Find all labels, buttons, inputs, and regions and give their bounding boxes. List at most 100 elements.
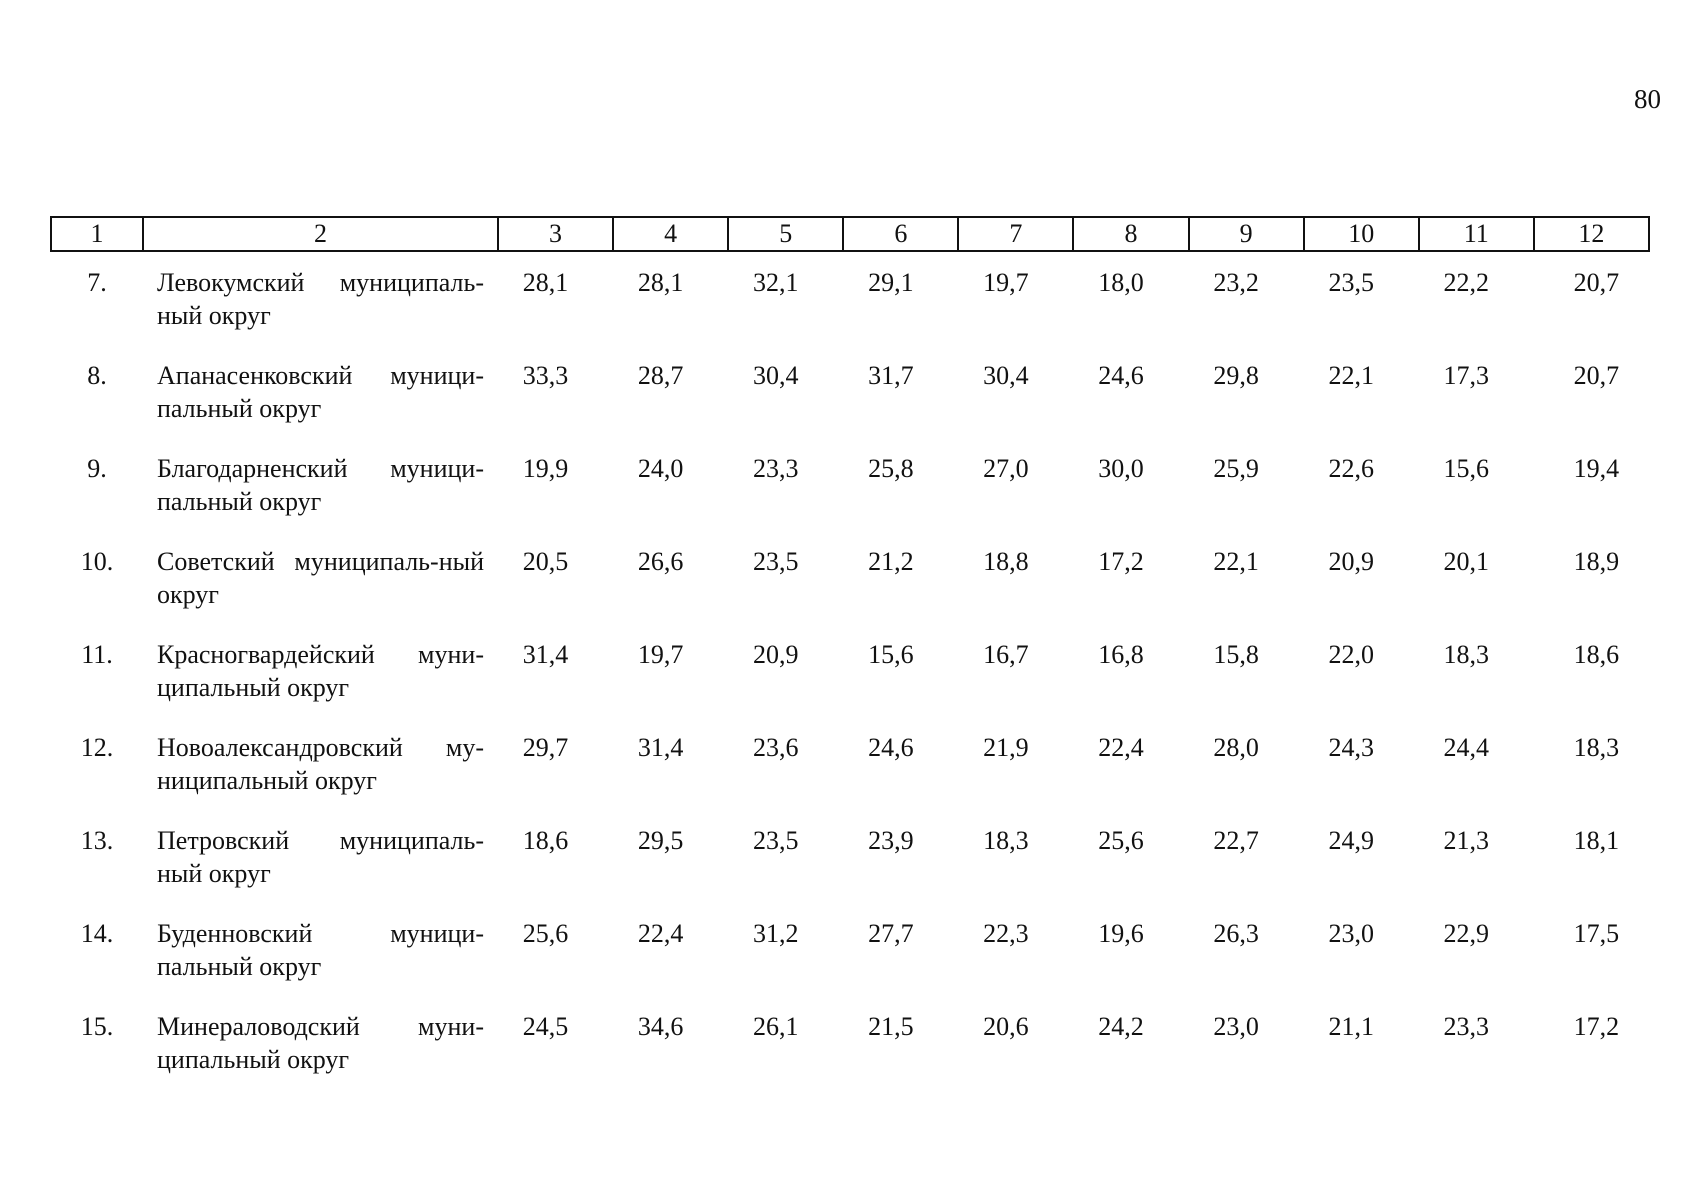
district-name: Левокумский муниципаль-ный округ: [157, 268, 484, 330]
district-name: Апанасенковский муници-пальный округ: [157, 361, 484, 423]
column-header-3: 3: [496, 216, 615, 252]
value-cell-col-4: 34,6: [637, 1012, 684, 1041]
value-cell-col-10: 22,6: [1328, 454, 1374, 483]
value-cell-col-11: 24,4: [1443, 733, 1490, 762]
column-header-4: 4: [612, 216, 730, 252]
value-cell-col-9: 25,9: [1213, 454, 1259, 483]
value-cell-col-3: 20,5: [522, 547, 569, 576]
value-cell-col-5: 32,1: [752, 268, 799, 297]
value-cell-col-6: 23,9: [868, 826, 914, 855]
value-cell-col-7: 18,3: [983, 826, 1029, 855]
row-number: 9.: [87, 454, 107, 483]
value-cell-col-3: 24,5: [522, 1012, 569, 1041]
value-cell-col-12: 20,7: [1573, 361, 1620, 390]
value-cell-col-10: 24,3: [1328, 733, 1374, 762]
column-header-5: 5: [727, 216, 845, 252]
value-cell-col-3: 33,3: [522, 361, 569, 390]
column-header-2: 2: [142, 216, 499, 252]
value-cell-col-9: 22,7: [1213, 826, 1259, 855]
value-cell-col-6: 21,5: [868, 1012, 914, 1041]
district-name: Советский муниципаль-ный округ: [157, 547, 484, 609]
value-cell-col-4: 31,4: [637, 733, 684, 762]
table-header: 1 2 3 4 5 6 7 8 9 10 11 12: [50, 216, 1650, 252]
value-cell-col-6: 29,1: [868, 268, 914, 297]
data-table: 1 2 3 4 5 6 7 8 9 10 11 12 7. Левокумский муниципаль…: [50, 216, 1650, 1089]
column-header-10: 10: [1302, 216, 1420, 252]
table-row: 9. Благодарненский муници-пальный округ 19…: [51, 438, 1649, 531]
value-cell-col-5: 23,3: [752, 454, 799, 483]
table-row: 7. Левокумский муниципаль-ный округ 28,1 28…: [51, 251, 1649, 345]
district-name: Новоалександровский му-ниципальный округ: [157, 733, 484, 795]
column-header-6: 6: [842, 216, 960, 252]
value-cell-col-12: 17,5: [1573, 919, 1620, 948]
value-cell-col-6: 15,6: [868, 640, 914, 669]
table-body: 7. Левокумский муниципаль-ный округ 28,1 28…: [51, 251, 1649, 1089]
column-header-8: 8: [1072, 216, 1190, 252]
value-cell-col-7: 21,9: [983, 733, 1029, 762]
value-cell-col-6: 31,7: [868, 361, 914, 390]
value-cell-col-8: 30,0: [1098, 454, 1144, 483]
value-cell-col-9: 28,0: [1213, 733, 1259, 762]
value-cell-col-12: 18,6: [1573, 640, 1620, 669]
value-cell-col-7: 19,7: [983, 268, 1029, 297]
row-number: 7.: [87, 268, 107, 297]
value-cell-col-3: 31,4: [522, 640, 569, 669]
value-cell-col-5: 23,5: [752, 547, 799, 576]
value-cell-col-8: 24,2: [1098, 1012, 1144, 1041]
value-cell-col-8: 22,4: [1098, 733, 1144, 762]
value-cell-col-3: 25,6: [522, 919, 569, 948]
value-cell-col-4: 24,0: [637, 454, 684, 483]
row-number: 13.: [80, 826, 114, 855]
value-cell-col-11: 18,3: [1443, 640, 1490, 669]
table-row: 12. Новоалександровский му-ниципальный ок…: [51, 717, 1649, 810]
value-cell-col-11: 22,2: [1443, 268, 1490, 297]
value-cell-col-5: 20,9: [752, 640, 799, 669]
value-cell-col-11: 15,6: [1443, 454, 1490, 483]
value-cell-col-6: 25,8: [868, 454, 914, 483]
value-cell-col-8: 25,6: [1098, 826, 1144, 855]
value-cell-col-7: 22,3: [983, 919, 1029, 948]
value-cell-col-5: 31,2: [752, 919, 799, 948]
page-number: 80: [1634, 84, 1661, 114]
value-cell-col-5: 23,5: [752, 826, 799, 855]
value-cell-col-11: 20,1: [1443, 547, 1490, 576]
value-cell-col-3: 29,7: [522, 733, 569, 762]
value-cell-col-9: 29,8: [1213, 361, 1259, 390]
district-name: Красногвардейский муни-ципальный округ: [157, 640, 484, 702]
table-row: 10. Советский муниципаль-ный округ 20,5 26,…: [51, 531, 1649, 624]
value-cell-col-4: 28,1: [637, 268, 684, 297]
value-cell-col-4: 22,4: [637, 919, 684, 948]
value-cell-col-8: 18,0: [1098, 268, 1144, 297]
column-header-9: 9: [1187, 216, 1305, 252]
value-cell-col-5: 23,6: [752, 733, 799, 762]
value-cell-col-12: 17,2: [1573, 1012, 1620, 1041]
value-cell-col-9: 15,8: [1213, 640, 1259, 669]
value-cell-col-12: 18,1: [1573, 826, 1620, 855]
value-cell-col-4: 26,6: [637, 547, 684, 576]
row-number: 8.: [87, 361, 107, 390]
value-cell-col-12: 19,4: [1573, 454, 1620, 483]
value-cell-col-10: 22,0: [1328, 640, 1374, 669]
column-header-1: 1: [50, 216, 144, 252]
value-cell-col-7: 20,6: [983, 1012, 1029, 1041]
value-cell-col-3: 18,6: [522, 826, 569, 855]
value-cell-col-11: 21,3: [1443, 826, 1490, 855]
value-cell-col-10: 23,0: [1328, 919, 1374, 948]
value-cell-col-7: 16,7: [983, 640, 1029, 669]
value-cell-col-8: 24,6: [1098, 361, 1144, 390]
value-cell-col-6: 24,6: [868, 733, 914, 762]
value-cell-col-3: 19,9: [522, 454, 569, 483]
value-cell-col-3: 28,1: [522, 268, 569, 297]
table-row: 14. Буденновский муници-пальный округ 25,6…: [51, 903, 1649, 996]
value-cell-col-7: 30,4: [983, 361, 1029, 390]
value-cell-col-10: 20,9: [1328, 547, 1374, 576]
value-cell-col-6: 27,7: [868, 919, 914, 948]
value-cell-col-4: 28,7: [637, 361, 684, 390]
value-cell-col-10: 21,1: [1328, 1012, 1374, 1041]
row-number: 14.: [80, 919, 114, 948]
table-row: 8. Апанасенковский муници-пальный округ 33…: [51, 345, 1649, 438]
district-name: Буденновский муници-пальный округ: [157, 919, 484, 981]
value-cell-col-11: 17,3: [1443, 361, 1490, 390]
row-number: 10.: [80, 547, 114, 576]
district-name: Благодарненский муници-пальный округ: [157, 454, 484, 516]
